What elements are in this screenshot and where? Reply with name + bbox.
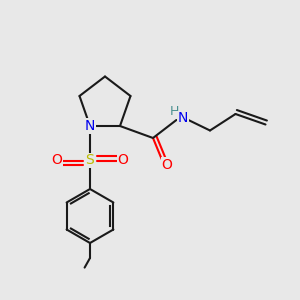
Text: O: O [162,158,172,172]
Text: O: O [118,154,128,167]
Text: S: S [85,154,94,167]
Text: N: N [178,112,188,125]
Text: H: H [170,105,179,119]
Text: O: O [52,154,62,167]
Text: N: N [85,119,95,133]
